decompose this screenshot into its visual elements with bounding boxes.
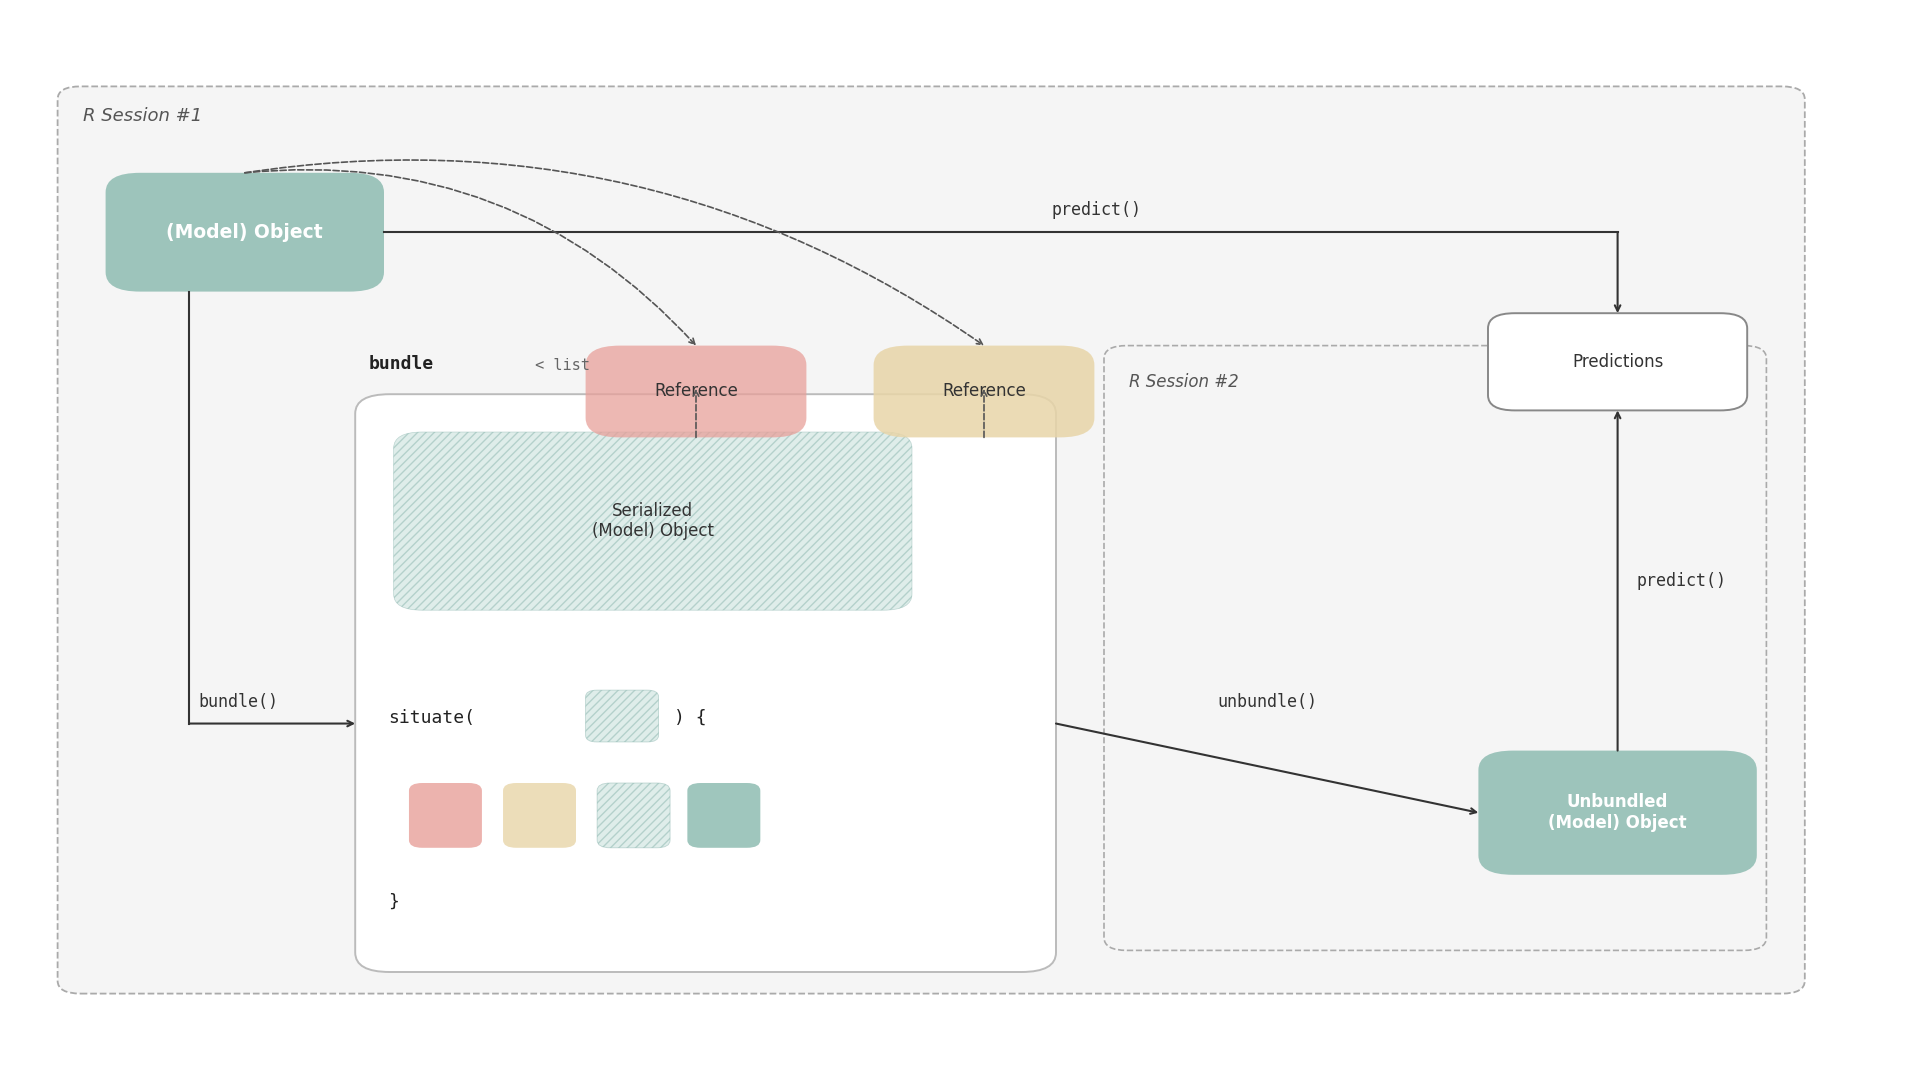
- Text: bundle(): bundle(): [200, 692, 278, 711]
- Text: ) {: ) {: [674, 710, 707, 727]
- FancyBboxPatch shape: [586, 346, 806, 437]
- FancyBboxPatch shape: [1478, 751, 1757, 875]
- FancyBboxPatch shape: [394, 432, 912, 610]
- Text: Predictions: Predictions: [1572, 353, 1663, 370]
- Text: predict(): predict(): [1636, 571, 1726, 590]
- FancyBboxPatch shape: [586, 690, 659, 742]
- Text: Reference: Reference: [655, 382, 737, 401]
- FancyBboxPatch shape: [1488, 313, 1747, 410]
- Text: }: }: [388, 893, 399, 912]
- Text: (Model) Object: (Model) Object: [167, 222, 323, 242]
- FancyBboxPatch shape: [409, 783, 482, 848]
- Text: Reference: Reference: [943, 382, 1025, 401]
- FancyBboxPatch shape: [597, 783, 670, 848]
- Text: predict(): predict(): [1052, 201, 1142, 219]
- Text: Unbundled
(Model) Object: Unbundled (Model) Object: [1548, 794, 1688, 832]
- FancyBboxPatch shape: [687, 783, 760, 848]
- Text: bundle: bundle: [369, 354, 434, 373]
- FancyBboxPatch shape: [503, 783, 576, 848]
- FancyBboxPatch shape: [58, 86, 1805, 994]
- FancyBboxPatch shape: [355, 394, 1056, 972]
- FancyBboxPatch shape: [874, 346, 1094, 437]
- Text: R Session #1: R Session #1: [83, 107, 202, 125]
- Text: situate(: situate(: [388, 710, 474, 727]
- FancyBboxPatch shape: [106, 173, 384, 292]
- Text: R Session #2: R Session #2: [1129, 373, 1238, 391]
- Text: < list: < list: [526, 357, 589, 373]
- Text: Serialized
(Model) Object: Serialized (Model) Object: [591, 502, 714, 540]
- Text: unbundle(): unbundle(): [1217, 692, 1317, 711]
